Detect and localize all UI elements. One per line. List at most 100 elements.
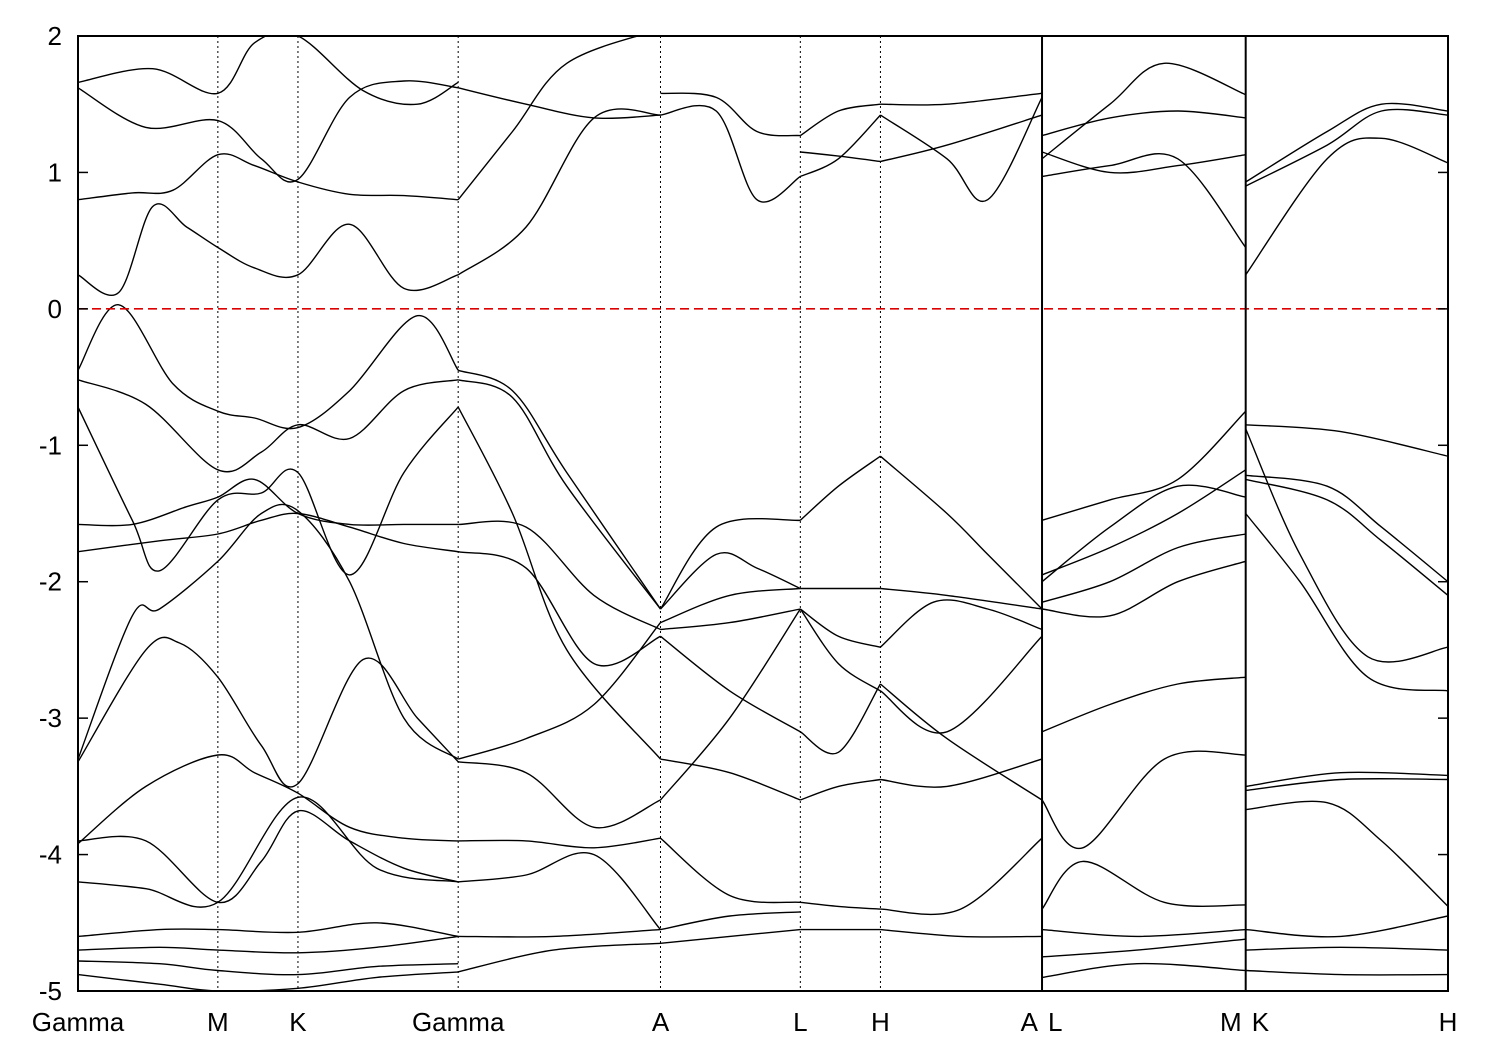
band-line-51 [799, 683, 881, 755]
x-tick-label: L [793, 1007, 807, 1037]
band-line-75 [1041, 676, 1246, 733]
band-line-22 [457, 379, 662, 610]
band-line-87 [1245, 478, 1448, 596]
band-line-46 [800, 151, 881, 163]
band-line-52 [800, 778, 881, 801]
band-line-72 [1041, 484, 1246, 583]
band-line-0 [78, 203, 459, 296]
x-tick-label: Gamma [412, 1007, 505, 1037]
bands-layer [78, 36, 1448, 991]
band-line-56 [880, 114, 1043, 163]
x-tick-label: H [871, 1007, 890, 1037]
band-line-62 [879, 683, 1043, 801]
band-line-33 [660, 92, 801, 137]
band-line-32 [660, 104, 801, 203]
band-line-74 [1041, 560, 1246, 618]
band-line-47 [799, 455, 881, 521]
y-tick-label: -5 [39, 976, 62, 1006]
band-line-91 [1245, 800, 1448, 907]
band-line-89 [1245, 771, 1448, 788]
band-line-9 [78, 503, 459, 760]
x-tick-label: K [1252, 1007, 1270, 1037]
band-line-44 [800, 114, 881, 178]
band-line-25 [458, 551, 661, 667]
band-line-2 [78, 80, 459, 183]
band-line-8 [78, 512, 459, 553]
x-tick-label: Gamma [32, 1007, 125, 1037]
band-line-30 [458, 928, 661, 938]
band-line-83 [1245, 102, 1448, 183]
band-line-31 [458, 942, 661, 973]
y-tick-label: -2 [39, 567, 62, 597]
band-line-14 [78, 922, 459, 938]
band-line-21 [457, 369, 662, 610]
band-line-88 [1245, 513, 1448, 692]
band-line-7 [78, 478, 459, 527]
band-line-28 [458, 837, 661, 849]
band-line-55 [880, 97, 1043, 203]
band-line-36 [660, 587, 801, 624]
x-tick-label: M [207, 1007, 229, 1037]
x-tick-label: H [1439, 1007, 1458, 1037]
band-line-35 [660, 552, 801, 610]
band-line-15 [78, 935, 459, 954]
band-line-34 [659, 517, 801, 610]
band-line-77 [1041, 860, 1246, 910]
band-line-79 [1041, 938, 1246, 958]
y-tick-label: 2 [48, 21, 62, 51]
band-line-4 [78, 304, 459, 430]
band-line-18 [457, 108, 661, 276]
band-line-64 [880, 837, 1043, 916]
band-line-67 [1041, 151, 1246, 174]
band-line-81 [1245, 137, 1448, 276]
band-line-16 [78, 960, 459, 976]
band-line-43 [660, 928, 801, 944]
band-line-60 [879, 599, 1043, 648]
band-line-6 [78, 406, 459, 576]
band-line-45 [799, 103, 881, 137]
band-line-53 [800, 901, 881, 910]
band-line-93 [1245, 946, 1448, 951]
x-tick-label: A [652, 1007, 670, 1037]
band-line-29 [458, 852, 662, 931]
band-line-19 [457, 36, 641, 201]
x-tick-label: M [1220, 1007, 1242, 1037]
y-tick-label: -4 [39, 840, 62, 870]
y-tick-label: -1 [39, 430, 62, 460]
band-line-66 [1041, 153, 1247, 248]
band-line-68 [1041, 110, 1246, 137]
band-line-1 [78, 153, 459, 201]
band-line-73 [1041, 533, 1246, 603]
band-line-12 [78, 810, 459, 904]
vertical-gridlines [217, 36, 1247, 991]
band-line-57 [880, 92, 1043, 106]
x-tick-label: A [1021, 1007, 1039, 1037]
band-line-23 [457, 406, 662, 760]
plot-frame [77, 35, 1449, 992]
band-line-40 [659, 608, 801, 801]
band-line-76 [1041, 750, 1246, 849]
band-line-61 [879, 635, 1043, 734]
band-line-86 [1245, 474, 1448, 583]
band-line-27 [458, 761, 661, 829]
band-line-10 [78, 636, 459, 788]
y-tick-label: -3 [39, 703, 62, 733]
band-line-50 [799, 608, 881, 692]
band-line-49 [799, 608, 881, 648]
band-line-38 [660, 635, 801, 733]
band-line-59 [880, 587, 1043, 610]
x-tick-label: L [1048, 1007, 1062, 1037]
band-line-58 [879, 455, 1043, 610]
x-tick-label: K [289, 1007, 307, 1037]
band-line-94 [1245, 969, 1448, 976]
band-line-85 [1245, 428, 1448, 663]
band-line-70 [1041, 410, 1247, 521]
band-line-41 [660, 837, 801, 904]
band-line-84 [1245, 424, 1448, 457]
band-line-69 [1041, 62, 1246, 160]
band-line-90 [1245, 778, 1448, 792]
band-line-13 [78, 796, 459, 908]
band-line-92 [1245, 915, 1448, 938]
